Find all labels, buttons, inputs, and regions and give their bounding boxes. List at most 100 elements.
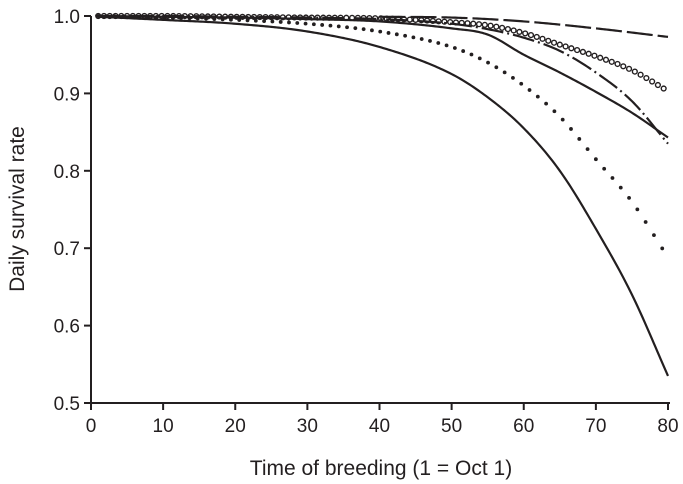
series-2-marker	[378, 29, 383, 34]
series-5-marker	[118, 12, 125, 20]
series-1-solid-line	[98, 15, 670, 377]
series-2-marker	[403, 33, 408, 38]
series-5-marker	[147, 12, 154, 20]
series-5-marker	[100, 12, 108, 20]
series-5-marker	[193, 13, 200, 20]
series-5-marker	[210, 13, 217, 20]
series-5-marker	[123, 12, 131, 20]
series-2-marker	[328, 23, 333, 28]
series-5-marker	[256, 13, 263, 21]
series-5-marker	[487, 22, 494, 29]
series-5-marker	[164, 12, 171, 20]
series-2-marker	[577, 137, 582, 141]
series-5-marker	[343, 14, 350, 21]
series-2-marker	[428, 39, 432, 43]
series-5-marker	[233, 13, 240, 20]
y-axis-label: Daily survival rate	[6, 126, 29, 292]
series-5-marker	[533, 33, 540, 41]
y-tick-label: 0.6	[54, 317, 80, 338]
series-5-marker	[602, 56, 610, 63]
series-5-marker	[545, 37, 552, 44]
series-2-marker	[469, 52, 474, 57]
series-5-marker	[424, 17, 431, 24]
series-6-long-dash-line	[379, 15, 669, 38]
series-5-marker	[372, 15, 379, 22]
series-2-marker	[610, 176, 615, 180]
series-5-marker	[562, 43, 569, 50]
series-2-marker	[511, 75, 515, 80]
series-2-marker	[477, 56, 482, 61]
x-tick-label: 70	[585, 416, 606, 437]
series-2-marker	[527, 88, 532, 92]
series-2-marker	[311, 22, 316, 27]
y-tick-label: 0.5	[54, 394, 80, 415]
series-5-marker	[504, 26, 511, 33]
series-5-marker	[262, 14, 269, 21]
series-5-marker	[585, 50, 592, 57]
series-2-marker	[411, 35, 416, 40]
series-2-marker	[303, 21, 308, 26]
series-5-marker	[406, 16, 413, 23]
series-5-marker	[649, 78, 656, 85]
series-2-marker	[262, 19, 266, 24]
series-2-marker	[552, 109, 557, 114]
series-2-marker	[660, 246, 665, 251]
series-5-marker	[112, 12, 119, 20]
series-5-marker	[360, 14, 367, 22]
series-2-marker	[627, 196, 631, 200]
series-2-marker	[320, 23, 325, 27]
series-5-marker	[458, 19, 465, 26]
series-5-marker	[527, 32, 535, 39]
series-5-marker	[308, 14, 315, 21]
series-5-marker	[499, 24, 506, 31]
series-2-marker	[361, 27, 366, 32]
series-5-marker	[550, 39, 558, 46]
series-2-marker	[643, 220, 648, 224]
series-2-marker	[535, 94, 540, 99]
series-5-marker	[331, 14, 338, 21]
series-5-marker	[637, 71, 644, 78]
series-5-marker	[135, 12, 142, 20]
series-5-marker	[337, 14, 344, 21]
series-2-marker	[345, 25, 349, 30]
series-2-marker	[278, 20, 283, 24]
x-tick-label: 30	[297, 416, 318, 437]
series-layer	[95, 12, 670, 377]
series-5-marker	[574, 46, 581, 54]
series-5-marker	[198, 13, 206, 20]
series-5-marker	[227, 13, 235, 20]
series-2-marker	[519, 81, 524, 86]
series-3-solid-line	[98, 14, 669, 139]
series-2-marker	[560, 117, 565, 122]
series-5-marker	[429, 17, 436, 25]
x-tick-label: 0	[86, 416, 97, 437]
series-2-marker	[569, 127, 573, 131]
series-5-marker	[170, 12, 177, 20]
series-2-marker	[652, 233, 656, 238]
series-2-marker	[452, 46, 457, 50]
x-tick-label: 50	[441, 416, 462, 437]
series-5-open-circles	[95, 12, 667, 92]
series-5-marker	[141, 12, 148, 20]
y-tick-label: 0.8	[54, 162, 80, 183]
series-2-marker	[502, 70, 507, 75]
series-5-marker	[608, 58, 615, 65]
x-tick-label: 60	[513, 416, 534, 437]
series-5-marker	[268, 14, 275, 21]
series-5-marker	[539, 35, 546, 42]
series-5-marker	[158, 12, 165, 20]
series-5-marker	[568, 45, 575, 52]
series-2-marker	[635, 207, 640, 212]
series-2-marker	[461, 49, 466, 53]
series-5-marker	[239, 13, 246, 20]
series-5-marker	[348, 14, 356, 21]
series-5-marker	[95, 12, 102, 20]
series-5-marker	[475, 21, 483, 28]
series-2-marker	[544, 101, 549, 106]
series-2-marker	[436, 41, 441, 45]
series-5-marker	[314, 14, 321, 21]
series-2-marker	[419, 37, 424, 41]
axes-layer	[90, 16, 670, 404]
series-2-marker	[394, 32, 399, 37]
series-5-marker	[291, 14, 298, 21]
